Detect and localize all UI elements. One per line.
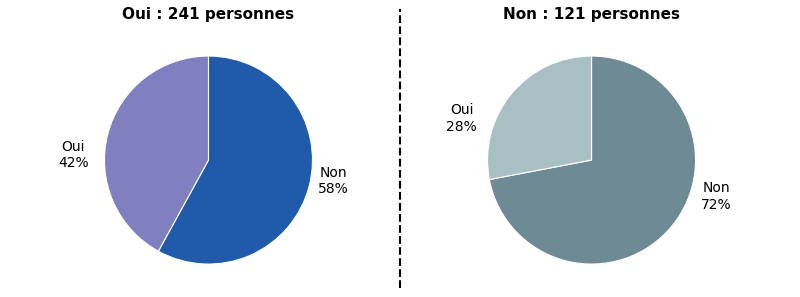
- Text: Non
58%: Non 58%: [318, 166, 349, 196]
- Wedge shape: [158, 56, 313, 264]
- Wedge shape: [487, 56, 591, 180]
- Text: Oui
28%: Oui 28%: [446, 103, 477, 134]
- Wedge shape: [490, 56, 695, 264]
- Text: Non
72%: Non 72%: [701, 181, 732, 211]
- Title: Non : 121 personnes: Non : 121 personnes: [503, 7, 680, 22]
- Title: Oui : 241 personnes: Oui : 241 personnes: [122, 7, 294, 22]
- Wedge shape: [105, 56, 209, 251]
- Text: Oui
42%: Oui 42%: [58, 140, 89, 170]
